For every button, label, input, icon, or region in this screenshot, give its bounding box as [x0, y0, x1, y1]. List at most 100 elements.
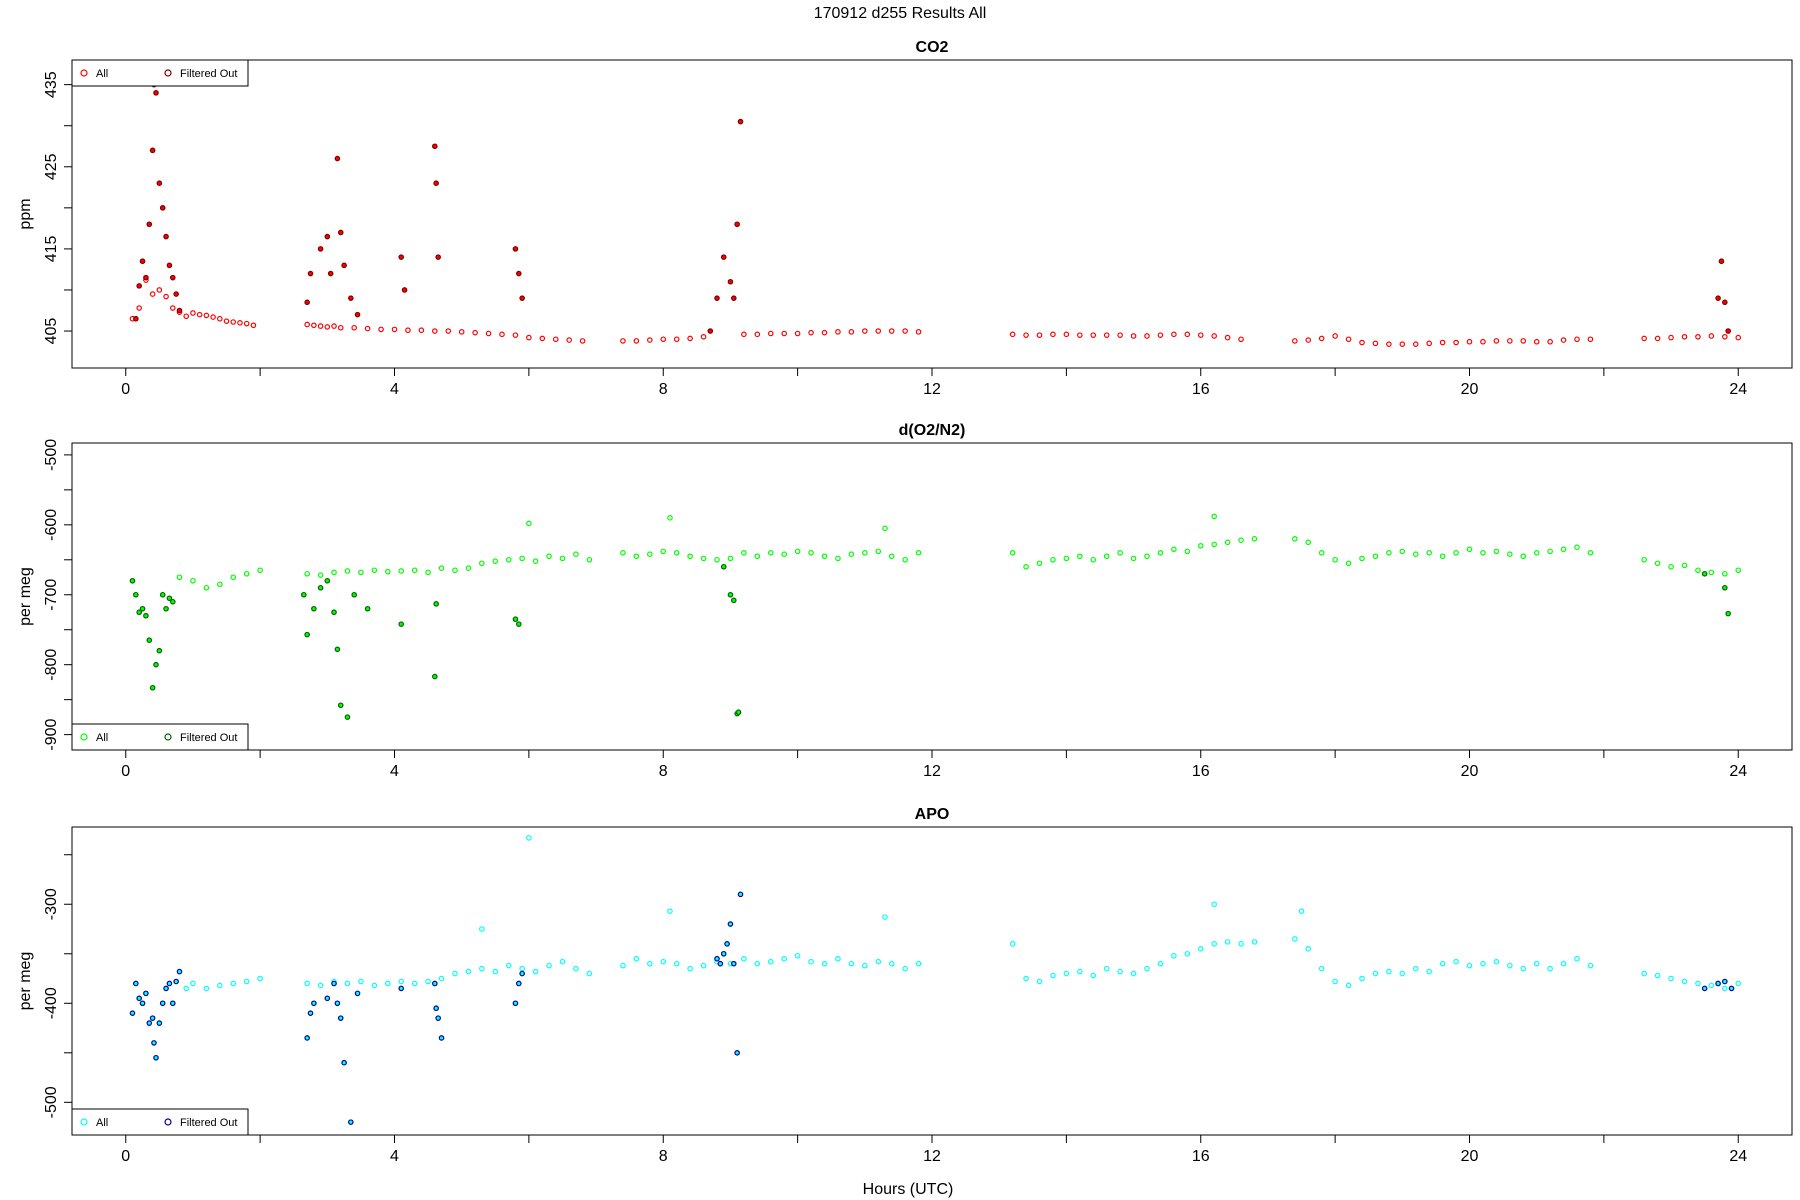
data-point-filtered	[734, 1050, 740, 1056]
data-point-all	[190, 577, 196, 584]
data-point-filtered	[146, 1020, 153, 1026]
legend-marker-filtered	[164, 69, 172, 77]
data-point-all	[767, 549, 774, 556]
data-point-filtered	[1715, 980, 1721, 987]
data-point-all	[1574, 955, 1580, 962]
data-point-all	[1722, 333, 1728, 340]
data-point-all	[767, 330, 774, 337]
data-point-all	[902, 556, 908, 563]
data-point-all	[452, 970, 458, 977]
x-tick-label: 24	[1729, 381, 1747, 398]
data-point-filtered	[176, 307, 183, 314]
data-point-all	[1466, 338, 1473, 345]
data-point-all	[1681, 978, 1688, 985]
y-tick-label: -800	[43, 649, 60, 681]
data-point-all	[1372, 970, 1379, 977]
data-point-all	[1587, 962, 1594, 969]
data-point-all	[1023, 975, 1029, 982]
data-point-all	[546, 962, 552, 969]
data-point-all	[257, 567, 263, 574]
panel-1: CO2 0 4 8 12 16 20 24 405 415 425 435 ppm All Filtered…	[17, 39, 1793, 398]
data-point-all	[344, 568, 351, 574]
legend-marker-filtered	[164, 733, 172, 741]
data-point-all	[445, 328, 452, 334]
data-point-filtered	[143, 274, 149, 281]
x-tick-label: 16	[1192, 381, 1210, 398]
data-point-filtered	[304, 631, 310, 638]
data-point-all	[915, 329, 922, 335]
data-point-filtered	[166, 595, 173, 602]
data-point-all	[1251, 536, 1258, 542]
data-point-filtered	[146, 221, 153, 228]
data-point-filtered	[324, 577, 331, 584]
data-point-all	[1157, 549, 1164, 556]
legend-label: Filtered Out	[180, 732, 237, 744]
data-point-all	[257, 975, 263, 982]
data-point-all	[1547, 965, 1553, 972]
data-point-all	[432, 328, 438, 334]
y-tick-label: 425	[43, 153, 60, 180]
data-point-filtered	[163, 605, 169, 612]
data-point-filtered	[438, 1035, 445, 1041]
data-point-filtered	[398, 621, 405, 627]
figure-title: 170912 d255 Results All	[814, 5, 987, 22]
data-point-all	[835, 329, 841, 335]
data-point-all	[1439, 553, 1446, 560]
data-point-all	[1520, 553, 1527, 560]
data-point-filtered	[307, 270, 314, 277]
data-point-filtered	[720, 254, 727, 260]
legend-marker-filtered	[164, 1118, 172, 1126]
data-point-filtered	[398, 985, 405, 992]
data-point-filtered	[129, 577, 136, 584]
data-point-filtered	[176, 968, 183, 975]
data-point-all	[1224, 334, 1231, 341]
data-point-all	[559, 958, 566, 965]
data-point-filtered	[398, 254, 405, 260]
data-point-all	[808, 549, 814, 556]
data-point-all	[1171, 331, 1177, 338]
data-point-all	[1453, 339, 1459, 346]
data-point-filtered	[351, 591, 357, 598]
data-point-all	[835, 555, 841, 562]
data-point-all	[1130, 555, 1137, 562]
data-point-filtered	[173, 978, 179, 985]
data-point-all	[1023, 332, 1029, 338]
data-point-filtered	[311, 1000, 317, 1007]
data-point-all	[1090, 332, 1097, 338]
data-point-all	[1184, 548, 1191, 555]
data-point-all	[1305, 946, 1312, 952]
data-point-filtered	[159, 205, 166, 211]
data-point-all	[331, 569, 337, 576]
data-point-all	[1574, 544, 1580, 550]
data-point-all	[438, 975, 445, 982]
data-point-filtered	[432, 980, 438, 987]
data-point-all	[687, 553, 693, 560]
data-point-filtered	[1701, 985, 1708, 992]
data-point-all	[1184, 950, 1191, 957]
data-point-filtered	[139, 1000, 146, 1007]
data-point-all	[673, 336, 680, 343]
data-point-all	[479, 965, 485, 972]
data-point-all	[1157, 960, 1164, 967]
data-point-filtered	[156, 180, 163, 187]
x-tick-label: 24	[1729, 1148, 1747, 1165]
data-point-all	[317, 323, 324, 329]
data-point-all	[492, 968, 499, 975]
data-point-all	[230, 574, 237, 581]
data-point-filtered	[519, 295, 525, 301]
data-point-filtered	[401, 287, 408, 293]
legend-box	[71, 723, 249, 751]
data-point-all	[1533, 549, 1540, 556]
data-point-all	[1708, 982, 1715, 989]
data-point-all	[1103, 332, 1110, 338]
data-point-filtered	[153, 1054, 159, 1061]
x-tick-label: 0	[121, 763, 130, 780]
data-point-all	[714, 556, 720, 563]
data-point-filtered	[515, 621, 522, 627]
data-point-filtered	[1701, 570, 1708, 577]
data-point-filtered	[304, 1035, 310, 1041]
data-point-all	[1292, 536, 1298, 542]
data-point-filtered	[156, 1020, 163, 1026]
legend-label: Filtered Out	[180, 68, 237, 80]
